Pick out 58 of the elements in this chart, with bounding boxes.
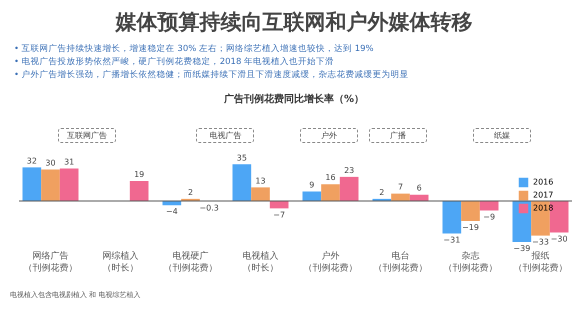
group-label-box: 纸媒	[472, 128, 531, 143]
x-tick-label: 网综植入（时长）	[102, 250, 138, 274]
bar	[22, 167, 42, 201]
text: • 户外广告增长强劲，广播增长依然稳健；而纸媒持续下滑且下滑速度减缓，杂志花费减缓更为明显	[14, 69, 409, 82]
legend-label: 2017	[533, 190, 554, 200]
bar	[41, 170, 60, 201]
bar	[302, 192, 322, 201]
x-tick-label: 电视植入（时长）	[242, 250, 278, 274]
data-label: 6	[416, 184, 422, 193]
bar	[410, 194, 428, 201]
bar	[442, 201, 462, 234]
bar	[232, 164, 252, 201]
bar	[391, 194, 410, 201]
x-tick-label: 网络广告（刊例花费）	[24, 250, 78, 274]
chart-subtitle: 广告刊例花费同比增长率（%）	[222, 92, 366, 106]
bar	[340, 176, 358, 201]
data-label: −30	[550, 234, 568, 244]
data-label: −4	[166, 207, 178, 216]
data-label: 2	[188, 188, 194, 197]
bar	[461, 201, 480, 221]
data-label: 19	[134, 170, 144, 180]
data-label: 31	[64, 157, 74, 166]
data-label: −33	[532, 238, 549, 247]
data-label: 35	[236, 153, 247, 162]
data-label: 30	[45, 158, 56, 168]
group-label-box: 户外	[300, 128, 358, 143]
x-tick-label: 户外（刊例花费）	[304, 250, 358, 274]
data-label: 23	[344, 166, 354, 175]
x-tick-label: 杂志（刊例花费）	[444, 250, 498, 274]
data-label: 7	[398, 182, 404, 192]
legend-label: 2018	[533, 204, 554, 212]
x-tick-label: 报纸（刊例花费）	[514, 250, 568, 274]
chart-title: 媒体预算持续向互联网和户外媒体转移	[114, 9, 474, 36]
x-tick-label: 电台（刊例花费）	[374, 250, 428, 274]
bar	[270, 201, 288, 208]
text: • 互联网广告持续快速增长，增速稳定在 30% 左右；网络综艺植入增速也较快，达到 19%	[14, 43, 375, 56]
x-tick-label: 电视硬广（刊例花费）	[164, 250, 218, 274]
data-label: −9	[483, 212, 496, 222]
text: • 电视广告投放形势依然严峻，硬广刊例花费稳定，2018 年电视植入也开始下滑	[14, 56, 336, 69]
legend-label: 2016	[533, 178, 554, 186]
data-label: 16	[325, 173, 336, 182]
bar	[60, 168, 78, 201]
data-label: 9	[309, 180, 314, 190]
group-label-box: 互联网广告	[58, 128, 116, 143]
data-label: −7	[273, 210, 286, 220]
data-label: −39	[513, 244, 530, 253]
data-label: −0.3	[199, 203, 219, 212]
data-label: 13	[255, 176, 266, 186]
data-label: −19	[462, 222, 479, 232]
data-label: 2	[379, 188, 384, 197]
group-label-box: 广播	[369, 128, 428, 143]
bar	[480, 201, 498, 210]
bar	[321, 184, 340, 201]
data-label: 32	[26, 156, 37, 166]
bar	[251, 187, 270, 201]
bar	[130, 181, 148, 201]
data-label: −31	[443, 236, 460, 245]
group-label-box: 电视广告	[196, 128, 254, 143]
